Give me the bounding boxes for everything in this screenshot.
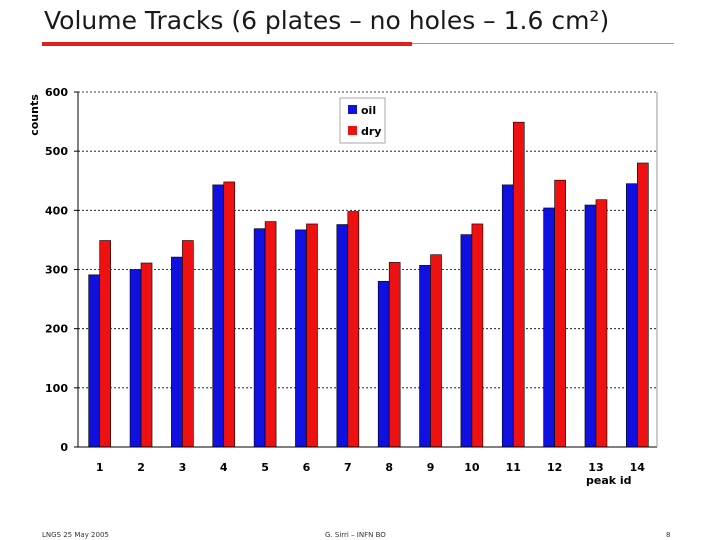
x-axis-label: peak id	[586, 474, 632, 487]
footer-event: LNGS 25 May 2005	[42, 531, 109, 539]
y-tick-label: 300	[45, 264, 68, 277]
bar-oil-12	[543, 207, 555, 448]
y-tick-label: 0	[60, 441, 68, 454]
legend-swatch-dry	[348, 126, 357, 135]
bar-dry-13	[595, 199, 608, 448]
x-tick-label: 13	[588, 461, 603, 474]
bar-oil-13	[584, 204, 597, 448]
legend-swatch-oil	[348, 105, 357, 114]
footer-author: G. Sirri – INFN BO	[325, 531, 386, 539]
y-tick-label: 400	[45, 204, 68, 217]
title-underline-accent	[42, 42, 412, 46]
legend-box	[339, 97, 386, 144]
bar-dry-12	[554, 179, 566, 448]
y-tick-label: 600	[45, 86, 68, 99]
bar-oil-8	[377, 281, 390, 448]
x-tick-label: 8	[385, 461, 393, 474]
x-tick-label: 10	[464, 461, 480, 474]
grid-lines	[74, 91, 657, 448]
x-tick-label: 1	[96, 461, 104, 474]
page-number: 8	[666, 531, 671, 539]
y-tick-label: 200	[45, 323, 68, 336]
x-tick-labels: 1 2 3 4 5 6 7 8 9 10 11 12 13 14	[96, 461, 645, 474]
bar-oil-4	[212, 184, 225, 448]
bars	[88, 121, 649, 448]
bar-dry-14	[637, 162, 649, 448]
bar-oil-3	[171, 256, 183, 448]
x-tick-label: 14	[630, 461, 646, 474]
bar-dry-6	[306, 223, 318, 448]
bar-dry-8	[388, 262, 401, 448]
x-tick-label: 7	[344, 461, 352, 474]
x-tick-label: 2	[137, 461, 145, 474]
bar-oil-5	[253, 228, 266, 448]
bar-oil-11	[501, 184, 514, 448]
bar-oil-14	[626, 183, 638, 448]
y-tick-labels: 0 100 200 300 400 500 600	[45, 86, 68, 454]
bar-dry-4	[223, 181, 236, 448]
bar-oil-1	[88, 274, 100, 448]
y-tick-label: 100	[45, 382, 68, 395]
bar-dry-9	[430, 254, 442, 448]
bar-dry-10	[471, 223, 484, 448]
title-underline	[412, 43, 674, 44]
bar-oil-9	[419, 265, 431, 448]
y-axis-label: counts	[28, 94, 41, 136]
legend: oil dry	[339, 97, 386, 144]
bar-oil-2	[129, 269, 142, 448]
legend-label-dry: dry	[361, 125, 381, 138]
bar-dry-2	[140, 262, 153, 448]
bar-oil-10	[460, 234, 473, 448]
slide-title: Volume Tracks (6 plates – no holes – 1.6…	[44, 6, 610, 35]
bar-oil-7	[336, 224, 349, 448]
bar-dry-5	[264, 221, 277, 448]
x-tick-label: 6	[303, 461, 311, 474]
bar-dry-3	[182, 240, 194, 448]
x-tick-label: 5	[261, 461, 269, 474]
x-tick-label: 4	[220, 461, 228, 474]
bar-dry-1	[99, 240, 111, 448]
legend-label-oil: oil	[361, 104, 376, 117]
x-tick-label: 12	[547, 461, 562, 474]
x-tick-label: 11	[506, 461, 521, 474]
x-tick-label: 9	[427, 461, 435, 474]
x-tick-label: 3	[179, 461, 187, 474]
bar-oil-6	[295, 229, 307, 448]
bar-dry-11	[512, 121, 525, 448]
axes	[77, 92, 658, 448]
y-tick-label: 500	[45, 145, 68, 158]
bar-dry-7	[347, 211, 360, 448]
